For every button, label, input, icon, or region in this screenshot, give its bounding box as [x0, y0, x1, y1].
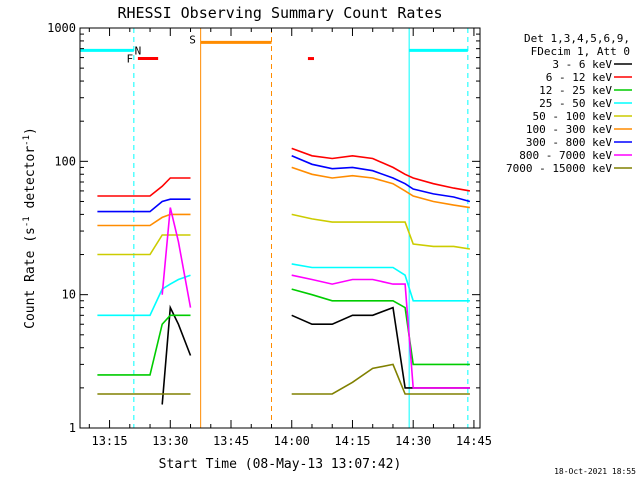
y-axis-label-main: Count Rate (s [23, 227, 38, 329]
x-tick-label: 13:30 [152, 434, 188, 448]
legend-header-line: FDecim 1, Att 0 [531, 45, 630, 58]
y-tick-label: 1 [69, 421, 76, 435]
series-line-8 [291, 363, 470, 395]
saa-flag-label: S [189, 33, 196, 46]
series-line-0 [161, 304, 192, 405]
legend: Det 1,3,4,5,6,9,FDecim 1, Att 03 - 6 keV… [506, 32, 632, 175]
y-axis-label-sup-2: -1 [22, 135, 32, 146]
legend-label: 12 - 25 keV [539, 84, 612, 97]
y-axis-label-mid: detector [23, 146, 38, 217]
series-line-6 [291, 155, 471, 203]
x-tick-label: 14:00 [274, 434, 310, 448]
plot-frame [79, 27, 481, 429]
night-flag-label: N [135, 44, 142, 57]
x-tick-label: 14:45 [456, 434, 492, 448]
y-axis-label-end: ) [23, 127, 38, 135]
y-tick-label: 10 [62, 288, 76, 302]
legend-label: 3 - 6 keV [552, 58, 612, 71]
series-line-5 [291, 166, 471, 209]
series-line-7 [291, 274, 470, 389]
series-line-4 [291, 213, 471, 250]
chart-title: RHESSI Observing Summary Count Rates [117, 4, 442, 22]
series-line-2 [291, 288, 470, 366]
legend-label: 7000 - 15000 keV [506, 162, 612, 175]
series-line-1 [97, 177, 191, 197]
series-lines [97, 147, 471, 405]
series-line-4 [97, 234, 191, 256]
y-axis-label-sup-1: -1 [22, 216, 32, 227]
y-axis-label: Count Rate (s-1 detector-1) [22, 127, 38, 329]
series-line-5 [97, 213, 191, 227]
flare-flag-label: F [126, 53, 133, 66]
series-line-6 [97, 198, 191, 213]
legend-label: 50 - 100 keV [533, 110, 613, 123]
y-tick-label: 100 [54, 154, 76, 168]
legend-label: 300 - 800 keV [526, 136, 612, 149]
series-line-0 [291, 306, 470, 389]
observing-flags: FN S [79, 28, 469, 428]
legend-label: 100 - 300 keV [526, 123, 612, 136]
x-tick-label: 13:45 [213, 434, 249, 448]
legend-label: 25 - 50 keV [539, 97, 612, 110]
series-line-3 [291, 263, 470, 302]
legend-label: 6 - 12 keV [546, 71, 613, 84]
series-line-7 [161, 207, 192, 308]
x-tick-label: 14:15 [334, 434, 370, 448]
x-tick-label: 14:30 [395, 434, 431, 448]
legend-label: 800 - 7000 keV [519, 149, 612, 162]
legend-header-line: Det 1,3,4,5,6,9, [524, 32, 630, 45]
y-tick-label: 1000 [47, 21, 76, 35]
footer-timestamp: 18-Oct-2021 18:55 [554, 467, 636, 476]
x-axis-label: Start Time (08-May-13 13:07:42) [159, 457, 402, 472]
x-axis-ticks: 13:15 13:30 13:45 14:00 14:15 14:30 14:45 [88, 28, 492, 448]
series-line-1 [291, 147, 471, 192]
y-axis-ticks: 1 10 100 1000 [47, 21, 480, 435]
series-line-2 [97, 314, 191, 376]
x-tick-label: 13:15 [91, 434, 127, 448]
svg-text:Count Rate (s-1 detector-1): Count Rate (s-1 detector-1) [22, 127, 38, 329]
series-line-3 [97, 274, 191, 317]
